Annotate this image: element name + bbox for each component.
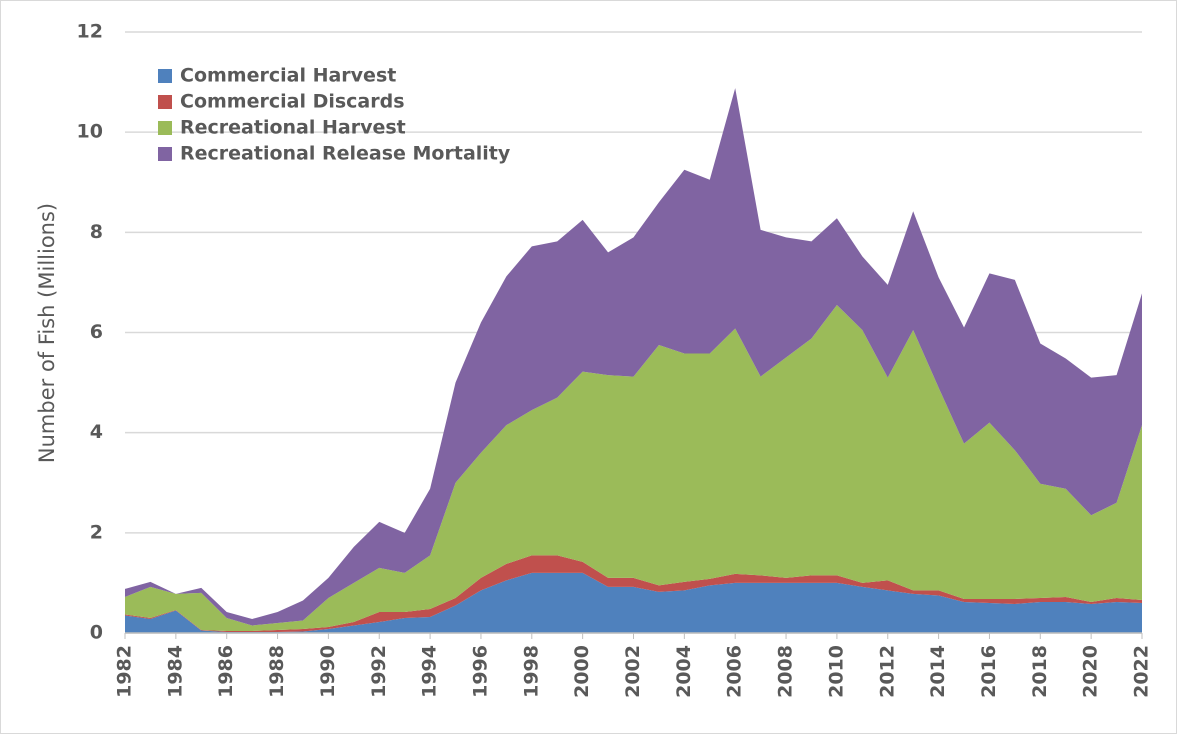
area [125,555,1142,632]
x-tick-label: 2014 [927,645,949,698]
x-tick-label: 2008 [775,645,797,698]
x-tick-label: 1994 [419,645,441,698]
x-tick-label: 2022 [1131,645,1153,698]
x-tick-label: 2020 [1080,645,1102,698]
x-tick-label: 1984 [164,645,186,698]
y-tick-label: 12 [77,21,103,43]
x-tick-label: 1982 [114,645,136,698]
y-tick-label: 10 [77,121,103,143]
area [125,572,1142,633]
x-tick-label: 1996 [469,645,491,698]
legend-label: Commercial Harvest [180,65,396,87]
y-tick-label: 8 [90,221,103,243]
y-tick-label: 6 [90,321,103,343]
x-tick-label: 2018 [1029,645,1051,698]
area [125,88,1142,626]
legend-swatch [158,121,172,135]
x-tick-label: 2004 [673,645,695,698]
legend-label: Commercial Discards [180,91,405,113]
y-tick-label: 4 [90,421,103,443]
legend-label: Recreational Release Mortality [180,143,511,165]
area [125,304,1142,631]
x-tick-label: 2012 [876,645,898,698]
x-tick-label: 2002 [622,645,644,698]
legend-swatch [158,95,172,109]
x-tick-label: 1988 [266,645,288,698]
x-tick-label: 1992 [368,645,390,698]
y-axis-title: Number of Fish (Millions) [35,203,59,463]
legend-label: Recreational Harvest [180,117,406,139]
legend-swatch [158,69,172,83]
x-tick-label: 1986 [215,645,237,698]
x-tick-label: 2016 [978,645,1000,698]
x-tick-label: 2010 [825,645,847,698]
x-tick-label: 2006 [724,645,746,698]
legend-swatch [158,147,172,161]
y-tick-label: 2 [90,521,103,543]
x-tick-label: 1998 [520,645,542,698]
x-tick-label: 1990 [317,645,339,698]
x-tick-label: 2000 [571,645,593,698]
y-tick-label: 0 [90,622,103,644]
